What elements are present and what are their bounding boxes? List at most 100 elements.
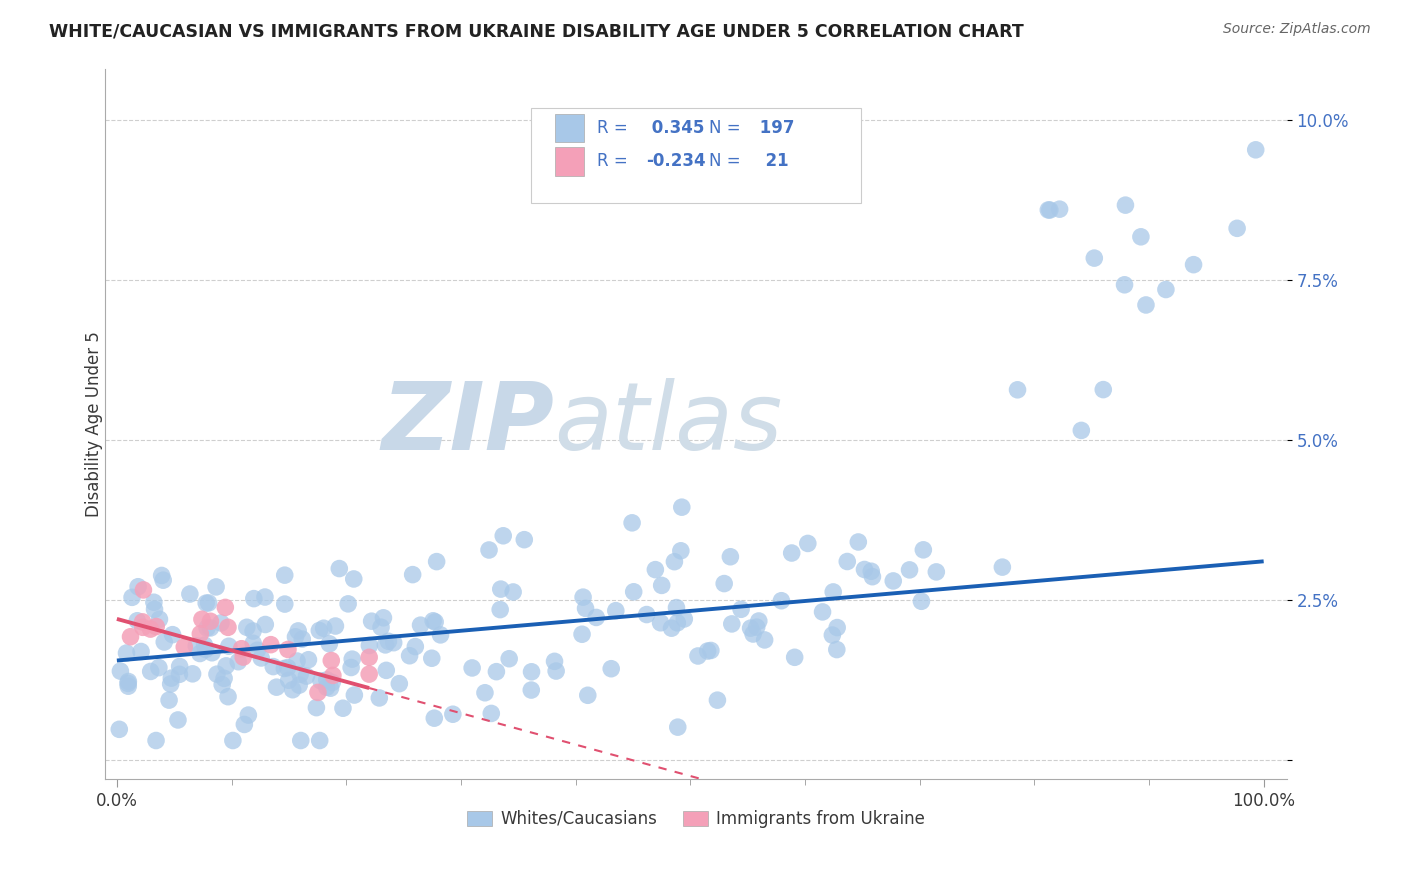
Point (340, 660, 363, 674)
Point (332, 701, 354, 715)
Point (315, 673, 337, 687)
Point (173, 640, 195, 654)
Point (661, 621, 683, 635)
Point (127, 614, 149, 628)
Point (651, 578, 673, 592)
Point (318, 637, 340, 651)
Point (409, 618, 432, 632)
Point (193, 638, 215, 652)
Point (770, 593, 793, 607)
Point (783, 650, 806, 665)
Point (260, 638, 283, 652)
Point (277, 660, 299, 674)
Point (910, 594, 932, 608)
Legend: Whites/Caucasians, Immigrants from Ukraine: Whites/Caucasians, Immigrants from Ukrai… (461, 803, 931, 835)
Point (209, 615, 232, 630)
Point (262, 659, 284, 673)
Point (401, 567, 423, 582)
Text: ZIP: ZIP (381, 377, 554, 470)
Point (1182, 258, 1205, 272)
Point (1007, 383, 1029, 397)
Point (195, 621, 218, 635)
Point (117, 674, 139, 689)
Point (404, 640, 426, 654)
Point (322, 668, 344, 682)
Point (211, 678, 233, 692)
Text: -0.234: -0.234 (647, 153, 706, 170)
Point (266, 680, 288, 694)
Point (215, 658, 238, 673)
Point (429, 628, 451, 642)
Point (120, 630, 142, 644)
Point (489, 582, 512, 596)
Point (233, 717, 256, 731)
Text: N =: N = (709, 153, 741, 170)
Point (231, 641, 253, 656)
Point (748, 614, 770, 628)
Point (217, 690, 239, 704)
Point (127, 580, 149, 594)
Point (359, 667, 381, 681)
Point (153, 635, 176, 649)
Point (148, 660, 170, 674)
Point (485, 665, 508, 679)
Point (319, 681, 342, 696)
Text: Source: ZipAtlas.com: Source: ZipAtlas.com (1223, 22, 1371, 37)
Point (145, 619, 167, 633)
Point (242, 636, 264, 650)
Point (181, 666, 204, 681)
Point (706, 693, 728, 707)
Point (461, 661, 484, 675)
Point (129, 644, 152, 658)
Point (882, 574, 904, 588)
Point (214, 600, 236, 615)
Point (745, 620, 768, 634)
Point (188, 647, 211, 661)
Point (740, 621, 762, 635)
Point (546, 664, 568, 678)
Point (492, 529, 515, 543)
Text: R =: R = (596, 153, 627, 170)
Point (188, 627, 211, 641)
Point (585, 610, 607, 624)
Point (359, 639, 381, 653)
Point (342, 652, 364, 666)
FancyBboxPatch shape (555, 114, 583, 143)
Point (811, 605, 834, 619)
Point (644, 563, 666, 577)
Point (308, 624, 330, 638)
Point (205, 667, 228, 681)
Point (142, 595, 165, 609)
Point (671, 500, 693, 515)
Point (281, 682, 304, 697)
Point (700, 643, 723, 657)
Point (145, 733, 167, 747)
Point (117, 679, 139, 693)
Point (574, 601, 596, 615)
Point (295, 669, 318, 683)
Point (343, 688, 366, 702)
Point (1039, 202, 1062, 217)
Point (191, 612, 214, 626)
Point (132, 620, 155, 634)
Point (730, 602, 752, 616)
Point (297, 653, 319, 667)
Point (821, 628, 844, 642)
Point (307, 685, 329, 699)
Point (201, 646, 224, 660)
Point (186, 639, 208, 653)
Point (1070, 424, 1092, 438)
Point (143, 602, 166, 616)
Point (246, 643, 269, 657)
Text: 0.345: 0.345 (647, 119, 704, 136)
Point (398, 648, 420, 663)
Point (254, 617, 277, 632)
Point (287, 624, 309, 638)
Point (742, 627, 765, 641)
Point (623, 584, 645, 599)
Point (139, 665, 162, 679)
Point (108, 723, 131, 737)
Point (673, 612, 696, 626)
Point (513, 533, 536, 547)
Point (305, 700, 328, 714)
